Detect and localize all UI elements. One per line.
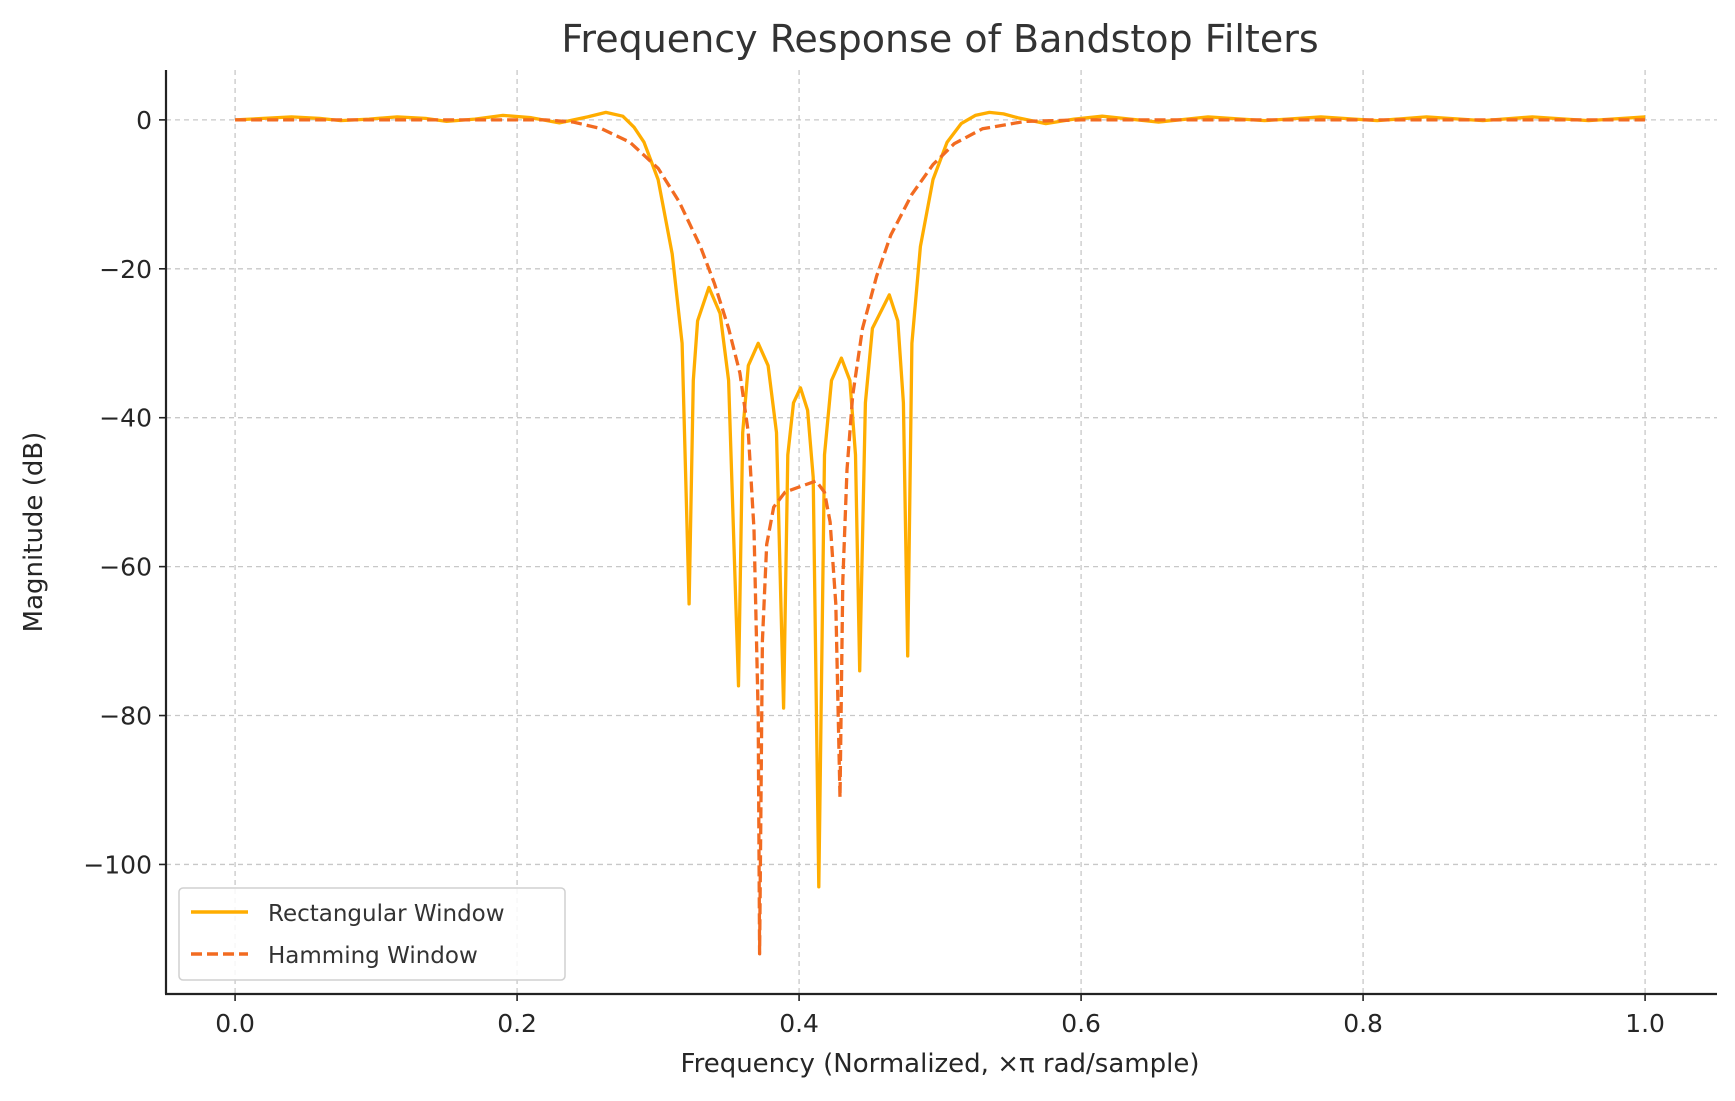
x-axis-label: Frequency (Normalized, ×π rad/sample)	[681, 1049, 1200, 1079]
x-tick-label: 0.2	[497, 1009, 537, 1038]
grid	[166, 70, 1717, 994]
legend-box	[178, 887, 566, 981]
series-lines	[235, 110, 1646, 956]
chart-title: Frequency Response of Bandstop Filters	[561, 17, 1318, 61]
series-line-rectangular-window	[235, 110, 1646, 889]
ticks: 0.0 0.2 0.4 0.6 0.8 1.0 0 −20 −40 −60 −80 −100	[83, 106, 1665, 1038]
x-tick-label: 0.0	[215, 1009, 255, 1038]
y-tick-label: −60	[99, 553, 152, 582]
x-tick-label: 0.8	[1343, 1009, 1383, 1038]
y-tick-label: −20	[99, 255, 152, 284]
series-line-hamming-window	[235, 118, 1646, 956]
y-tick-label: −100	[83, 850, 152, 879]
x-tick-label: 0.4	[779, 1009, 819, 1038]
y-tick-label: 0	[136, 106, 152, 135]
axes	[164, 70, 1717, 996]
y-axis-label: Magnitude (dB)	[19, 432, 49, 633]
y-tick-label: −40	[99, 404, 152, 433]
y-tick-label: −80	[99, 702, 152, 731]
x-tick-label: 0.6	[1061, 1009, 1101, 1038]
legend-label-hamming: Hamming Window	[268, 943, 478, 969]
legend-label-rectangular: Rectangular Window	[268, 901, 505, 927]
x-tick-label: 1.0	[1625, 1009, 1665, 1038]
legend: Rectangular Window Hamming Window	[178, 887, 566, 981]
